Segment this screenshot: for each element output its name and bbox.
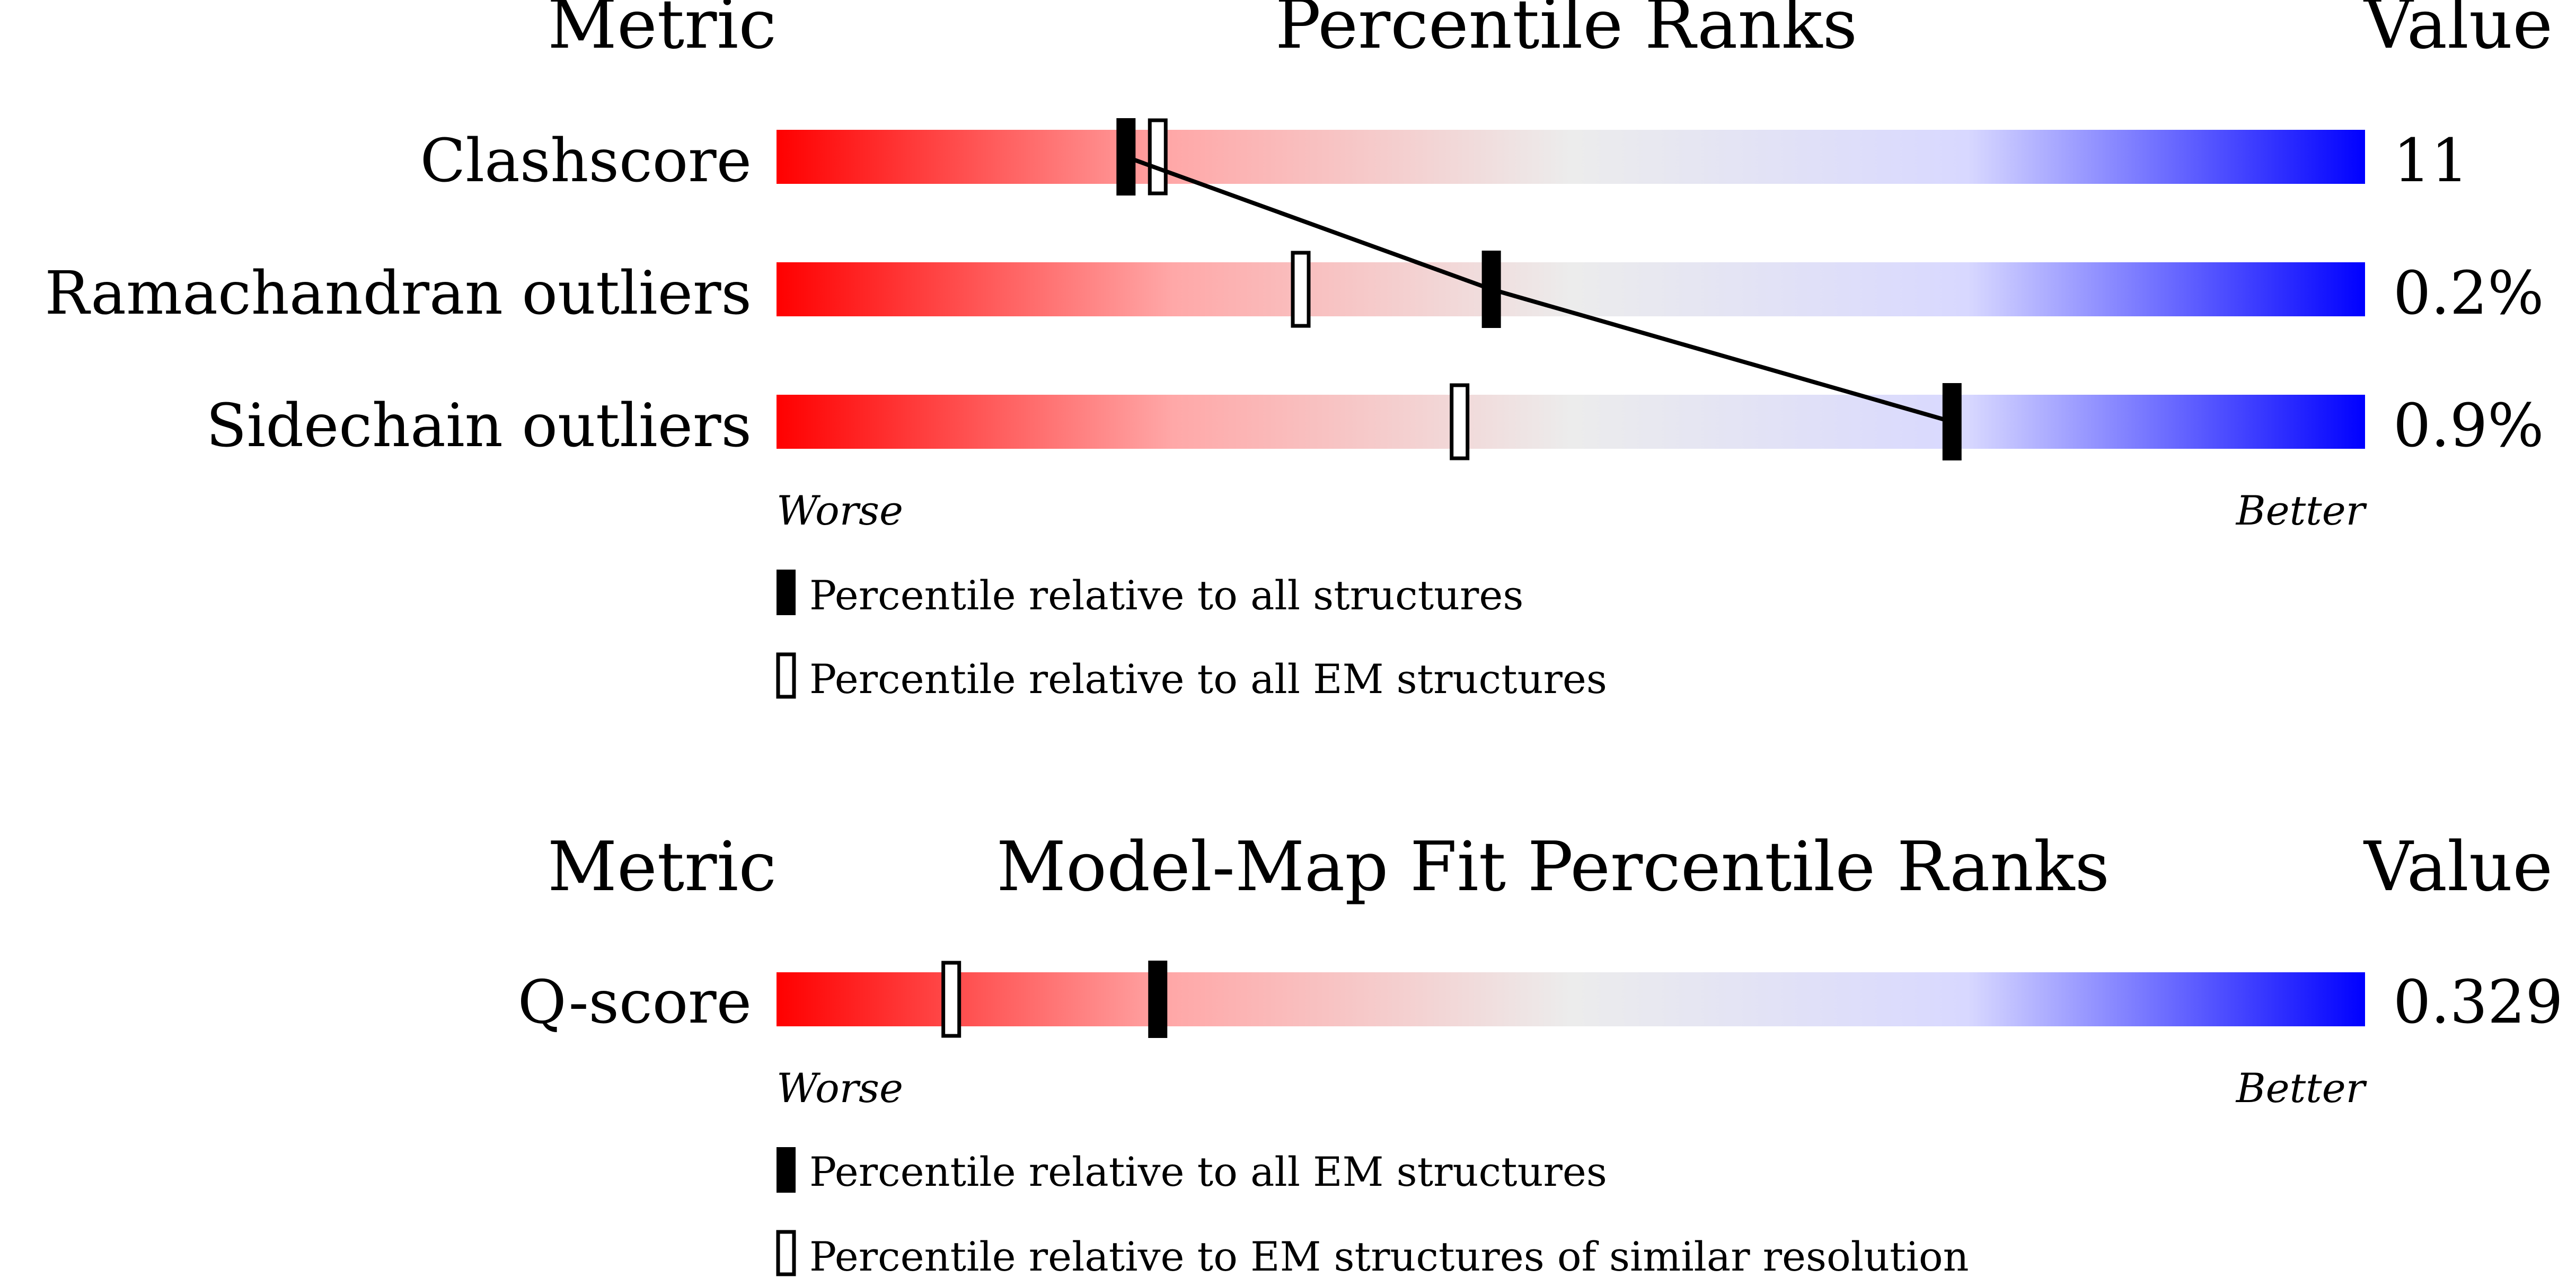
percentile-bar — [777, 130, 2365, 184]
metric-row-sidechain-outliers: Sidechain outliers 0.9% — [206, 383, 2544, 460]
header-metric: Metric — [548, 0, 777, 64]
percentile-bar — [777, 262, 2365, 316]
legend-label: Percentile relative to all structures — [809, 572, 1523, 619]
legend-marker-filled — [777, 570, 796, 615]
legend-label: Percentile relative to all EM structures — [809, 1148, 1607, 1195]
percentile-marker-open — [1150, 120, 1166, 193]
metric-value: 0.329 — [2393, 968, 2563, 1037]
header-value: Value — [2363, 0, 2553, 64]
metric-value: 11 — [2393, 127, 2469, 196]
legend-marker-open — [778, 654, 794, 697]
axis-worse-label: Worse — [777, 1064, 903, 1112]
panel-model-map-fit: Metric Model-Map Fit Percentile Ranks Va… — [518, 828, 2563, 1278]
axis-worse-label: Worse — [777, 487, 903, 534]
legend: Percentile relative to all structures Pe… — [777, 570, 1607, 703]
metric-label: Ramachandran outliers — [45, 259, 752, 328]
metric-label: Sidechain outliers — [206, 392, 752, 460]
legend-marker-filled — [777, 1147, 796, 1193]
metric-label: Clashscore — [420, 127, 752, 196]
header-value: Value — [2363, 828, 2553, 907]
legend: Percentile relative to all EM structures… — [777, 1147, 1969, 1278]
metric-row-q-score: Q-score 0.329 — [518, 961, 2563, 1038]
header-title: Percentile Ranks — [1275, 0, 1857, 64]
header-metric: Metric — [548, 828, 777, 907]
legend-label: Percentile relative to EM structures of … — [809, 1233, 1969, 1278]
metric-row-clashscore: Clashscore 11 — [420, 118, 2469, 196]
axis-better-label: Better — [2235, 487, 2368, 534]
metric-value: 0.2% — [2393, 259, 2544, 328]
percentile-marker-filled — [1148, 961, 1167, 1038]
percentile-marker-open — [943, 963, 959, 1036]
metric-value: 0.9% — [2393, 392, 2544, 460]
percentile-bar — [777, 972, 2365, 1026]
header-title: Model-Map Fit Percentile Ranks — [996, 828, 2110, 907]
metric-label: Q-score — [518, 968, 752, 1037]
legend-marker-open — [778, 1232, 794, 1274]
metric-row-ramachandran-outliers: Ramachandran outliers 0.2% — [45, 251, 2544, 328]
axis-better-label: Better — [2235, 1064, 2368, 1112]
panel-percentile-ranks: Metric Percentile Ranks Value Clashscore… — [45, 0, 2553, 703]
legend-label: Percentile relative to all EM structures — [809, 655, 1607, 703]
percentile-bar — [777, 395, 2365, 449]
percentile-marker-open — [1452, 385, 1468, 458]
percentile-marker-open — [1293, 253, 1309, 326]
